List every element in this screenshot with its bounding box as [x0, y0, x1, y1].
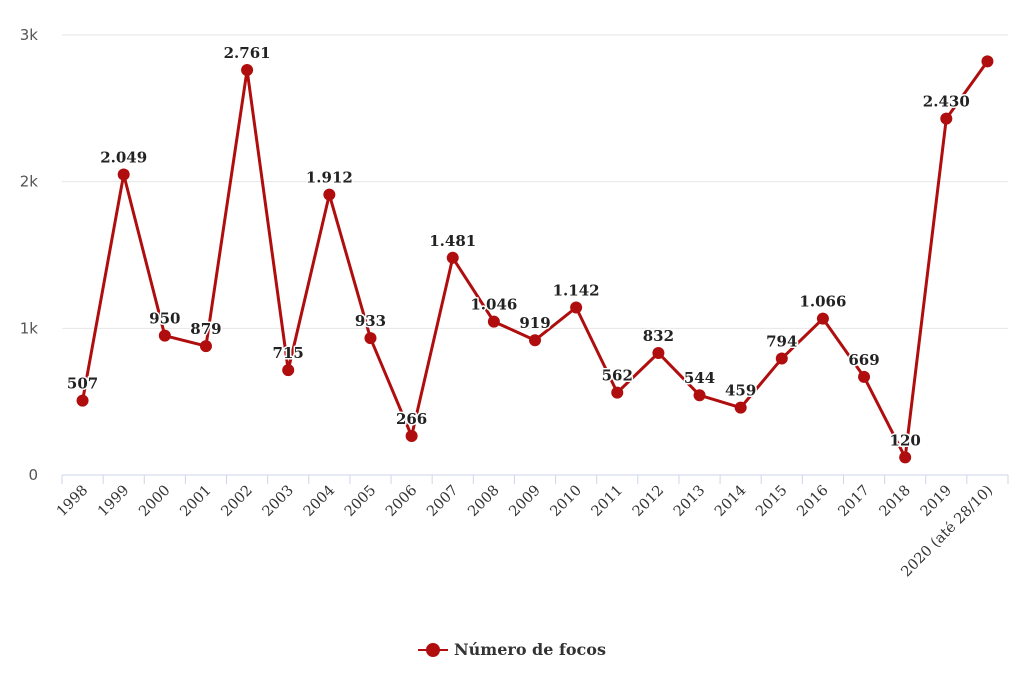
data-point — [364, 332, 377, 345]
x-tick-label: 2016 — [794, 483, 831, 520]
data-label: 459 — [725, 382, 756, 400]
x-tick-label: 2012 — [630, 483, 667, 520]
x-tick-label: 2007 — [424, 483, 461, 520]
x-tick-label: 1998 — [54, 483, 91, 520]
x-tick-label: 2015 — [753, 483, 790, 520]
data-point — [775, 352, 788, 365]
legend-label: Número de focos — [454, 640, 606, 659]
data-point — [446, 251, 459, 264]
y-tick-label: 1k — [20, 319, 39, 337]
y-axis: 0 1k 2k 3k — [20, 26, 39, 484]
data-label: 2.761 — [224, 44, 271, 62]
data-label: 544 — [684, 369, 715, 387]
data-point — [611, 386, 624, 399]
data-point — [570, 301, 583, 314]
x-tick-label: 2002 — [219, 483, 256, 520]
x-tick-label: 2008 — [465, 483, 502, 520]
data-label: 1.142 — [553, 282, 600, 300]
data-labels: 507 2.049 950 879 2.761 715 1.912 933 266 1.481 1.… — [65, 43, 971, 451]
data-point — [199, 340, 212, 353]
data-label: 1.046 — [470, 296, 517, 314]
x-tick-label: 2004 — [301, 483, 338, 520]
line-chart: 0 1k 2k 3k 1998 1999 2000 2001 2002 2003 2004 2005… — [20, 26, 1009, 580]
x-tick-label: 2009 — [506, 483, 543, 520]
data-point — [282, 364, 295, 377]
data-label: 2.430 — [923, 93, 970, 111]
data-label: 794 — [766, 333, 797, 351]
data-point — [981, 55, 994, 68]
x-tick-label: 2017 — [835, 483, 872, 520]
data-point — [652, 346, 665, 359]
y-tick-label: 0 — [28, 466, 38, 484]
data-label: 507 — [67, 375, 98, 393]
x-tick-label: 2019 — [918, 483, 955, 520]
data-label: 879 — [190, 320, 221, 338]
data-label: 1.066 — [799, 293, 846, 311]
data-point — [487, 315, 500, 328]
x-tick-label: 1999 — [95, 483, 132, 520]
data-label: 669 — [848, 351, 879, 369]
data-point — [858, 370, 871, 383]
x-tick-label: 2010 — [548, 483, 585, 520]
x-axis: 1998 1999 2000 2001 2002 2003 2004 2005 2006 2007… — [54, 474, 1009, 580]
x-tick-label: 2018 — [877, 483, 914, 520]
gridlines — [62, 34, 1008, 329]
data-point — [76, 394, 89, 407]
y-tick-label: 2k — [20, 173, 39, 191]
x-tick-label: 2014 — [712, 483, 749, 520]
legend-item-numero-de-focos[interactable]: Número de focos — [418, 640, 606, 659]
legend-marker-icon — [418, 642, 449, 657]
data-point — [241, 64, 254, 77]
data-label: 562 — [602, 367, 633, 385]
data-label: 266 — [396, 410, 427, 428]
data-point — [529, 334, 541, 347]
data-point — [117, 168, 130, 181]
y-tick-label: 3k — [20, 26, 39, 44]
x-tick-label: 2000 — [136, 483, 173, 520]
data-point — [158, 329, 171, 342]
series-line-numero-de-focos — [81, 60, 989, 459]
data-label: 1.481 — [429, 232, 476, 250]
x-tick-label: 2001 — [177, 483, 214, 520]
data-label: 832 — [643, 327, 674, 345]
data-label: 1.912 — [306, 169, 353, 187]
data-point — [734, 401, 747, 414]
data-point — [693, 389, 706, 402]
legend: Número de focos — [0, 640, 1024, 659]
data-point — [940, 112, 953, 125]
x-tick-label: 2005 — [342, 483, 379, 520]
data-point — [323, 188, 336, 201]
data-label: 919 — [519, 314, 550, 332]
x-tick-label: 2003 — [260, 483, 297, 520]
data-point — [405, 429, 418, 442]
data-label: 933 — [355, 312, 386, 330]
data-label: 715 — [273, 344, 304, 362]
series-layer — [76, 55, 994, 464]
data-point — [899, 451, 912, 464]
x-tick-label: 2013 — [671, 483, 708, 520]
data-label: 950 — [149, 310, 180, 328]
data-label: 120 — [890, 431, 921, 449]
data-point — [816, 312, 829, 325]
x-tick-label: 2006 — [383, 483, 420, 520]
data-label: 2.049 — [100, 148, 147, 166]
x-tick-label: 2011 — [589, 483, 626, 520]
